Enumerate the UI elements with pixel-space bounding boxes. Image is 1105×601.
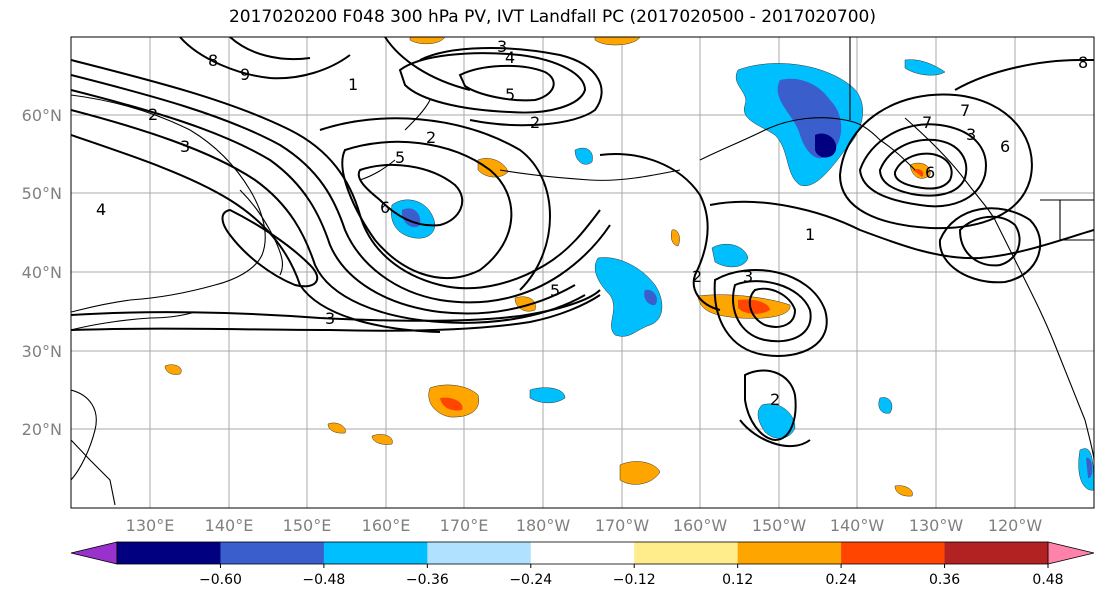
colorbar-tick-label: 0.36 xyxy=(929,572,960,588)
lon-label: 180°W xyxy=(516,516,571,535)
contour-label: 7 xyxy=(960,101,970,120)
contour-label: 3 xyxy=(966,125,976,144)
contour-label: 5 xyxy=(505,85,515,104)
ivt-shading xyxy=(164,37,1094,497)
colorbar-tick-label: 0.12 xyxy=(722,572,753,588)
contour-label: 6 xyxy=(925,163,935,182)
contour-label: 3 xyxy=(743,267,753,286)
lon-label: 150°E xyxy=(283,516,332,535)
contour-label: 3 xyxy=(180,137,190,156)
lon-label: 170°W xyxy=(595,516,650,535)
colorbar-frame xyxy=(116,541,1049,565)
contour-label: 5 xyxy=(395,148,405,167)
colorbar-cell xyxy=(841,542,946,564)
contour-label: 7 xyxy=(922,113,932,132)
contour-labels: 8 9 3 4 5 1 2 2 3 4 2 3 5 6 5 1 2 3 3 6 … xyxy=(96,37,1088,409)
colorbar-tick-label: −0.12 xyxy=(613,572,656,588)
colorbar-tick-label: −0.60 xyxy=(199,572,242,588)
contour-label: 1 xyxy=(805,225,815,244)
latitude-axis: 60°N 50°N 40°N 30°N 20°N xyxy=(22,106,62,439)
lat-label: 60°N xyxy=(22,106,62,125)
colorbar: −0.60 −0.48 −0.36 −0.24 −0.12 0.12 0.24 0.36 0.4… xyxy=(70,541,1095,588)
colorbar-tick-label: −0.48 xyxy=(302,572,345,588)
lon-label: 160°W xyxy=(673,516,728,535)
map-plot: 8 9 3 4 5 1 2 2 3 4 2 3 5 6 5 1 2 3 3 6 … xyxy=(71,37,1094,508)
lat-label: 50°N xyxy=(22,184,62,203)
plot-frame xyxy=(70,36,1095,509)
contour-label: 3 xyxy=(325,309,335,328)
lon-label: 130°W xyxy=(909,516,964,535)
contour-label: 1 xyxy=(348,75,358,94)
colorbar-cell xyxy=(530,542,635,564)
colorbar-extend-high xyxy=(1047,541,1095,565)
lon-label: 120°W xyxy=(988,516,1043,535)
colorbar-cell xyxy=(323,542,428,564)
contour-label: 6 xyxy=(380,198,390,217)
contour-label: 9 xyxy=(240,65,250,84)
lat-label: 40°N xyxy=(22,263,62,282)
colorbar-tick-label: 0.24 xyxy=(826,572,857,588)
contour-label: 8 xyxy=(208,51,218,70)
longitude-axis: 130°E 140°E 150°E 160°E 170°E 180°W 170°… xyxy=(126,516,1043,535)
contour-label: 2 xyxy=(692,267,702,286)
contour-label: 2 xyxy=(148,105,158,124)
lon-label: 150°W xyxy=(752,516,807,535)
contour-label: 6 xyxy=(1000,137,1010,156)
contour-label: 2 xyxy=(426,128,436,147)
colorbar-extend-low xyxy=(70,541,118,565)
colorbar-cell xyxy=(220,542,325,564)
colorbar-cell xyxy=(427,542,532,564)
lon-label: 130°E xyxy=(126,516,175,535)
contour-label: 4 xyxy=(505,48,515,67)
lat-label: 30°N xyxy=(22,342,62,361)
contour-label: 8 xyxy=(1078,53,1088,72)
contour-label: 2 xyxy=(530,113,540,132)
colorbar-cell xyxy=(944,542,1049,564)
lat-label: 20°N xyxy=(22,420,62,439)
colorbar-cell xyxy=(737,542,842,564)
contour-label: 3 xyxy=(497,37,507,56)
colorbar-tick-label: −0.36 xyxy=(406,572,449,588)
lon-label: 140°W xyxy=(830,516,885,535)
lon-label: 160°E xyxy=(362,516,411,535)
lon-label: 170°E xyxy=(440,516,489,535)
contour-label: 4 xyxy=(96,200,106,219)
colorbar-tick-label: 0.48 xyxy=(1032,572,1063,588)
colorbar-tick-label: −0.24 xyxy=(509,572,552,588)
graticule xyxy=(71,37,1094,508)
colorbar-cell xyxy=(117,542,221,564)
lon-label: 140°E xyxy=(205,516,254,535)
contour-label: 5 xyxy=(550,281,560,300)
contour-label: 2 xyxy=(770,390,780,409)
pv-contours xyxy=(71,37,1094,448)
colorbar-cell xyxy=(634,542,739,564)
map-title: 2017020200 F048 300 hPa PV, IVT Landfall… xyxy=(228,7,876,27)
